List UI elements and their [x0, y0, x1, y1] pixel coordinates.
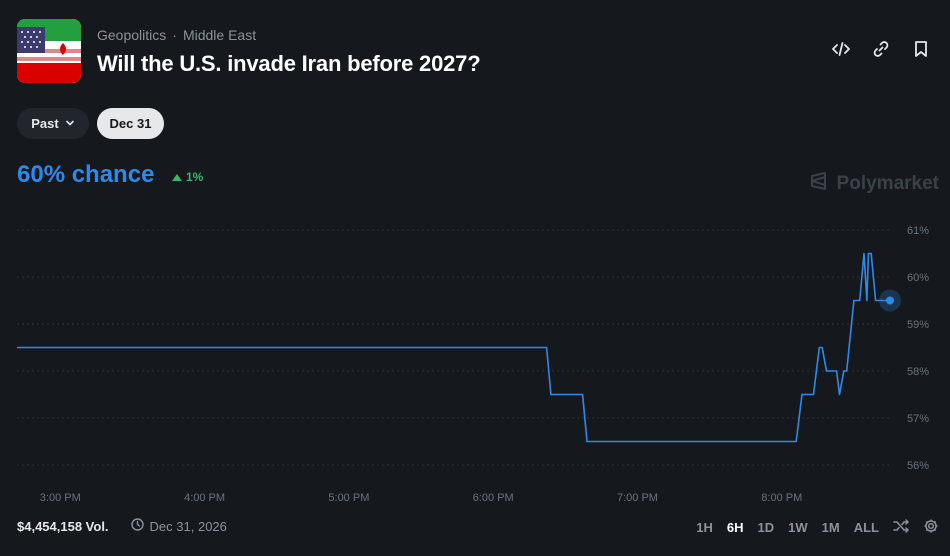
y-tick-label: 56% — [907, 460, 929, 472]
past-dropdown-button[interactable]: Past — [17, 108, 89, 139]
breadcrumb-separator: · — [172, 27, 177, 43]
x-tick-label: 3:00 PM — [40, 492, 81, 504]
brand-name: Polymarket — [836, 173, 939, 194]
link-icon[interactable] — [872, 40, 890, 58]
y-tick-label: 57% — [907, 413, 929, 425]
x-tick-label: 5:00 PM — [328, 492, 369, 504]
range-all[interactable]: ALL — [853, 520, 879, 535]
breadcrumb-category[interactable]: Geopolitics — [97, 27, 167, 43]
change-badge: 1% — [172, 170, 203, 184]
range-1h[interactable]: 1H — [696, 520, 713, 535]
x-tick-label: 8:00 PM — [761, 492, 802, 504]
chevron-down-icon — [65, 116, 75, 131]
x-tick-label: 6:00 PM — [473, 492, 514, 504]
y-tick-label: 60% — [907, 272, 929, 284]
change-value: 1% — [186, 170, 204, 184]
chance-value: 60% chance — [17, 161, 155, 188]
range-1m[interactable]: 1M — [821, 520, 840, 535]
x-tick-label: 4:00 PM — [184, 492, 225, 504]
polymarket-logo-icon — [809, 171, 829, 197]
header-actions — [832, 40, 930, 58]
date-filter-button[interactable]: Dec 31 — [97, 108, 164, 139]
current-point — [886, 296, 894, 305]
price-line — [17, 252, 890, 443]
range-1w[interactable]: 1W — [788, 520, 808, 535]
y-tick-label: 59% — [907, 319, 929, 331]
polymarket-watermark: Polymarket — [809, 171, 939, 197]
past-label: Past — [31, 116, 59, 131]
end-date: Dec 31, 2026 — [130, 518, 227, 534]
bookmark-icon[interactable] — [912, 40, 930, 58]
footer-info: $4,454,158 Vol. Dec 31, 2026 — [17, 518, 227, 534]
end-date-label: Dec 31, 2026 — [149, 518, 227, 534]
embed-icon[interactable] — [832, 40, 850, 58]
price-chart[interactable]: 61% 60% 59% 58% 57% 56% 3:00 PM 4:00 PM 5:00 PM… — [0, 215, 950, 510]
x-tick-label: 7:00 PM — [617, 492, 658, 504]
time-range-selector: 1H 6H 1D 1W 1M ALL — [696, 518, 939, 537]
range-1d[interactable]: 1D — [757, 520, 775, 535]
breadcrumb-subcategory[interactable]: Middle East — [182, 27, 257, 43]
market-title: Will the U.S. invade Iran before 2027? — [97, 51, 481, 76]
triangle-up-icon — [172, 173, 182, 181]
shuffle-icon[interactable] — [893, 518, 909, 537]
volume-value: $4,454,158 Vol. — [17, 518, 109, 534]
breadcrumb: Geopolitics · Middle East — [97, 27, 256, 43]
market-flag-image — [17, 19, 81, 83]
y-tick-label: 58% — [907, 366, 929, 378]
range-6h[interactable]: 6H — [726, 520, 744, 535]
y-tick-label: 61% — [907, 225, 929, 237]
gear-icon[interactable] — [923, 518, 939, 537]
clock-icon — [130, 518, 144, 534]
